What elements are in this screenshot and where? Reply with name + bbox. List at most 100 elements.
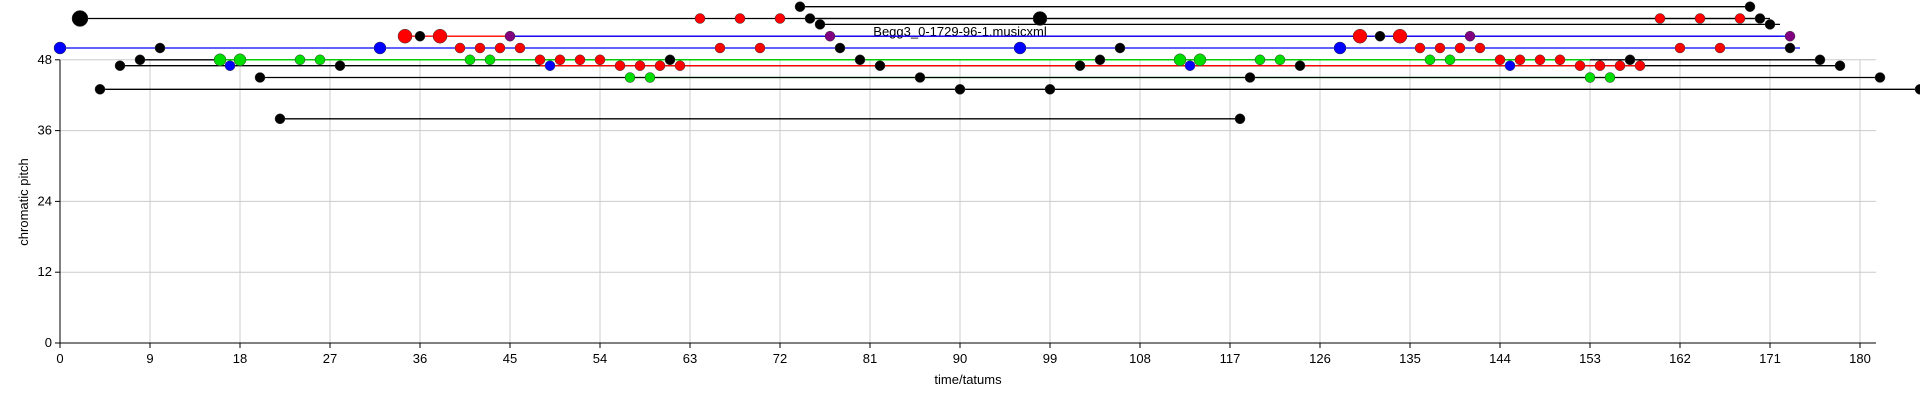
- note-point-red: [1714, 42, 1726, 54]
- note-point-purple: [824, 30, 836, 42]
- x-tick-label: 72: [773, 351, 787, 366]
- note-point-black: [1244, 72, 1256, 83]
- x-tick-label: 108: [1129, 351, 1151, 366]
- x-tick-label: 63: [683, 351, 697, 366]
- y-tick-label: 48: [38, 52, 52, 67]
- note-point-green: [294, 54, 306, 66]
- x-tick-label: 45: [503, 351, 517, 366]
- note-point-black: [954, 84, 966, 95]
- note-point-blue: [53, 41, 67, 55]
- x-tick-label: 90: [953, 351, 967, 366]
- note-point-blue: [544, 60, 556, 71]
- note-point-black: [1784, 42, 1796, 54]
- note-point-red: [1554, 54, 1566, 66]
- note-point-red: [1674, 42, 1686, 54]
- note-point-red: [1494, 54, 1506, 66]
- x-tick-label: 135: [1399, 351, 1421, 366]
- y-tick-label: 12: [38, 264, 52, 279]
- note-point-black: [154, 42, 166, 54]
- y-tick-label: 36: [38, 123, 52, 138]
- note-point-black: [1294, 60, 1306, 71]
- x-tick-label: 0: [56, 351, 63, 366]
- x-tick-label: 81: [863, 351, 877, 366]
- note-point-black: [664, 54, 676, 66]
- note-point-red: [432, 28, 448, 44]
- note-point-red: [1474, 42, 1486, 54]
- note-point-black: [834, 42, 846, 54]
- note-point-black: [114, 60, 126, 71]
- note-point-red: [674, 60, 686, 71]
- note-point-green: [233, 53, 247, 67]
- y-axis-title: chromatic pitch: [16, 158, 31, 245]
- note-point-red: [1574, 60, 1586, 71]
- note-point-red: [654, 60, 666, 71]
- note-point-red: [1434, 42, 1446, 54]
- note-point-black: [1764, 19, 1776, 30]
- note-point-green: [1193, 53, 1207, 67]
- note-point-black: [804, 13, 816, 24]
- note-point-green: [213, 53, 227, 67]
- note-point-black: [71, 10, 89, 27]
- note-point-green: [484, 54, 496, 66]
- note-point-red: [1414, 42, 1426, 54]
- note-point-green: [1254, 54, 1266, 66]
- note-point-green: [1424, 54, 1436, 66]
- note-point-red: [694, 13, 706, 24]
- note-point-red: [1694, 13, 1706, 24]
- note-point-black: [334, 60, 346, 71]
- x-tick-label: 153: [1579, 351, 1601, 366]
- note-point-red: [734, 13, 746, 24]
- note-point-red: [1514, 54, 1526, 66]
- axis-ticks: 0 9 18 27 36 45 54 63 72 81 90 99 108 117 126 135 144 153…: [38, 52, 1871, 366]
- x-tick-label: 99: [1043, 351, 1057, 366]
- chart-title: Begg3_0-1729-96-1.musicxml: [873, 24, 1047, 39]
- note-point-black: [814, 19, 826, 30]
- x-tick-label: 126: [1309, 351, 1331, 366]
- x-tick-label: 9: [146, 351, 153, 366]
- note-point-green: [644, 72, 656, 83]
- note-point-black: [914, 72, 926, 83]
- note-point-blue: [1184, 60, 1196, 71]
- note-point-blue: [1504, 60, 1516, 71]
- note-point-red: [554, 54, 566, 66]
- note-point-green: [1274, 54, 1286, 66]
- note-point-purple: [1784, 30, 1796, 42]
- note-point-red: [774, 13, 786, 24]
- note-point-black: [1754, 13, 1766, 24]
- note-point-black: [1234, 113, 1246, 125]
- note-point-red: [454, 42, 466, 54]
- note-point-black: [1814, 54, 1826, 66]
- note-point-green: [314, 54, 326, 66]
- note-point-red: [634, 60, 646, 71]
- note-point-red: [1392, 28, 1408, 44]
- note-point-green: [1604, 72, 1616, 83]
- note-point-red: [1634, 60, 1646, 71]
- note-point-black: [1094, 54, 1106, 66]
- note-onset-points: [53, 1, 1920, 125]
- x-tick-label: 162: [1669, 351, 1691, 366]
- note-point-black: [854, 54, 866, 66]
- note-point-red: [714, 42, 726, 54]
- note-point-black: [874, 60, 886, 71]
- note-point-black: [1874, 72, 1886, 83]
- x-tick-label: 54: [593, 351, 607, 366]
- note-point-black: [414, 30, 426, 42]
- note-point-blue: [1333, 41, 1347, 55]
- note-point-green: [464, 54, 476, 66]
- note-point-black: [1114, 42, 1126, 54]
- x-tick-label: 27: [323, 351, 337, 366]
- note-point-green: [1173, 53, 1187, 67]
- x-tick-label: 36: [413, 351, 427, 366]
- x-axis-title: time/tatums: [934, 372, 1002, 387]
- note-point-red: [534, 54, 546, 66]
- note-point-blue: [1013, 41, 1027, 55]
- note-point-green: [1584, 72, 1596, 83]
- note-point-red: [1614, 60, 1626, 71]
- note-point-green: [624, 72, 636, 83]
- x-tick-label: 180: [1849, 351, 1871, 366]
- note-point-blue: [224, 60, 236, 71]
- note-point-red: [594, 54, 606, 66]
- note-point-purple: [504, 30, 516, 42]
- note-point-black: [254, 72, 266, 83]
